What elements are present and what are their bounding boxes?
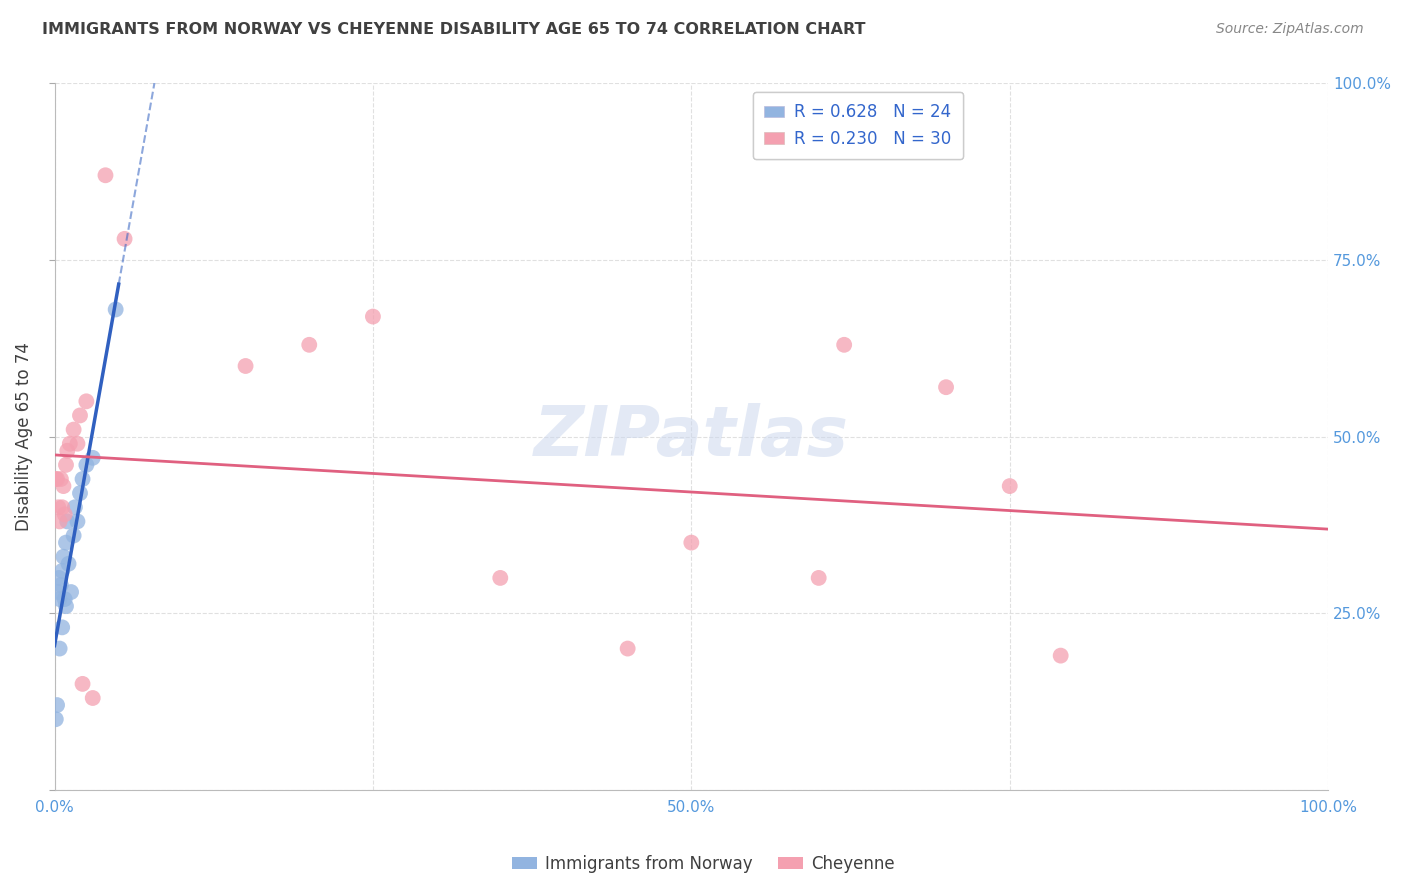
Point [69,409,91,423]
Y-axis label: Disability Age 65 to 74: Disability Age 65 to 74 [15,343,32,531]
Point [52,479,75,493]
Point [935,380,957,394]
Legend: R = 0.628   N = 24, R = 0.230   N = 30: R = 0.628 N = 24, R = 0.230 N = 30 [752,92,963,160]
Point [681,535,703,549]
Point [104,302,127,317]
Point [58,557,80,571]
Point [82,691,104,706]
Point [75,394,97,409]
Point [51,500,73,515]
Point [53,508,76,522]
Point [72,677,94,691]
Point [49,472,72,486]
Point [46,698,69,712]
Point [51,620,73,634]
Point [62,423,84,437]
Text: IMMIGRANTS FROM NORWAY VS CHEYENNE DISABILITY AGE 65 TO 74 CORRELATION CHART: IMMIGRANTS FROM NORWAY VS CHEYENNE DISAB… [42,22,866,37]
Point [60,585,83,599]
Point [832,338,855,352]
Point [59,436,82,450]
Point [45,472,67,486]
Text: ZIPatlas: ZIPatlas [534,403,849,470]
Point [235,359,257,373]
Point [49,578,72,592]
Point [63,500,86,515]
Point [55,599,77,614]
Point [48,641,70,656]
Point [55,535,77,549]
Point [48,592,70,607]
Point [69,486,91,500]
Legend: Immigrants from Norway, Cheyenne: Immigrants from Norway, Cheyenne [505,848,901,880]
Point [48,515,70,529]
Point [75,458,97,472]
Point [53,592,76,607]
Point [62,528,84,542]
Point [616,641,638,656]
Point [55,458,77,472]
Point [45,712,67,726]
Point [94,168,117,182]
Point [114,232,136,246]
Point [66,515,89,529]
Point [82,450,104,465]
Text: Source: ZipAtlas.com: Source: ZipAtlas.com [1216,22,1364,37]
Point [72,472,94,486]
Point [998,479,1021,493]
Point [807,571,830,585]
Point [52,549,75,564]
Point [48,571,70,585]
Point [489,571,512,585]
Point [56,515,79,529]
Point [298,338,321,352]
Point [51,564,73,578]
Point [46,472,69,486]
Point [56,443,79,458]
Point [361,310,384,324]
Point [66,436,89,450]
Point [46,585,69,599]
Point [46,500,69,515]
Point [1049,648,1071,663]
